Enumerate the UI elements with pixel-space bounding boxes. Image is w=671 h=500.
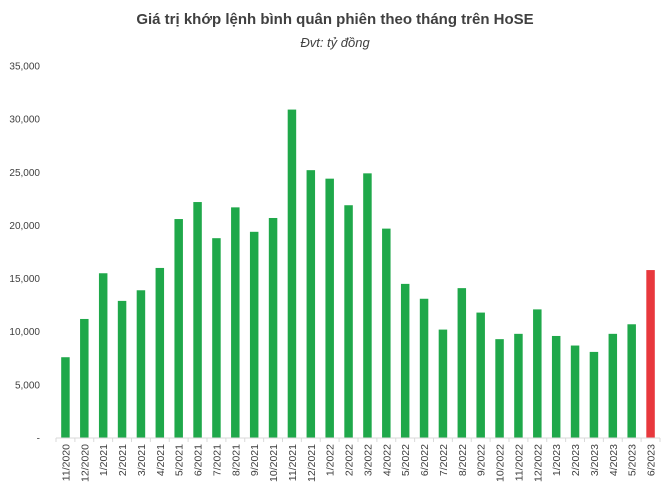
x-tick-label: 1/2021 [98, 444, 110, 476]
x-tick-label: 2/2023 [570, 444, 582, 476]
x-tick-label: 10/2022 [495, 444, 507, 482]
x-tick-label: 11/2021 [287, 444, 299, 481]
x-tick-label: 4/2022 [381, 444, 393, 476]
x-tick-label: 12/2021 [306, 444, 318, 482]
y-tick-label: 25,000 [9, 168, 40, 179]
chart-subtitle: Đvt: tỷ đồng [300, 35, 370, 50]
y-tick-label: - [37, 434, 40, 445]
bar [268, 217, 278, 438]
x-tick-label: 6/2021 [193, 444, 205, 476]
bar [117, 300, 127, 438]
bar [589, 351, 599, 438]
x-tick-label: 4/2021 [155, 444, 167, 476]
x-tick-label: 12/2022 [532, 444, 544, 482]
bar [646, 270, 655, 438]
y-tick-label: 35,000 [9, 62, 40, 73]
chart-title: Giá trị khớp lệnh bình quân phiên theo t… [136, 11, 533, 28]
bars [61, 109, 655, 439]
x-tick-label: 4/2023 [608, 444, 620, 476]
bar [438, 329, 448, 438]
x-tick-label: 8/2021 [230, 444, 242, 476]
bar [287, 109, 297, 438]
x-tick-label: 11/2022 [513, 444, 525, 481]
x-tick-label: 3/2022 [362, 444, 374, 476]
x-axis: 11/2020 12/2020 1/2021 2/2021 3/2021 4/2021 5/… [55, 438, 661, 482]
x-tick-label: 7/2022 [438, 444, 450, 476]
x-tick-label: 5/2022 [400, 444, 412, 476]
bar [608, 333, 618, 438]
bar [476, 312, 485, 438]
bar [212, 238, 221, 438]
bar [382, 228, 391, 438]
bar [193, 202, 202, 438]
y-tick-label: 10,000 [9, 327, 40, 338]
x-tick-label: 9/2021 [249, 444, 261, 476]
bar [363, 173, 372, 438]
x-tick-label: 6/2022 [419, 444, 431, 476]
bar [495, 339, 504, 438]
x-tick-label: 9/2022 [476, 444, 488, 476]
bar [344, 205, 353, 438]
bar [306, 170, 316, 438]
x-tick-label: 3/2021 [136, 444, 148, 476]
bar [325, 178, 334, 439]
x-tick-label: 1/2023 [551, 444, 563, 476]
x-tick-label: 5/2023 [627, 444, 639, 476]
bar [231, 207, 240, 438]
x-tick-label: 2/2022 [344, 444, 356, 476]
y-tick-label: 30,000 [9, 115, 40, 126]
bar [570, 345, 580, 438]
bar [514, 333, 523, 438]
bar [551, 335, 561, 438]
x-tick-label: 5/2021 [174, 444, 186, 476]
y-tick-label: 5,000 [15, 380, 40, 391]
bar [400, 283, 410, 438]
x-tick-label: 6/2023 [646, 444, 658, 476]
bar [533, 309, 542, 438]
bar [627, 324, 636, 438]
x-tick-label: 12/2020 [79, 444, 91, 482]
y-tick-label: 15,000 [9, 274, 40, 285]
bar [61, 357, 70, 438]
x-tick-label: 10/2021 [268, 444, 280, 482]
x-tick-label: 2/2021 [117, 444, 129, 476]
bar [98, 273, 108, 438]
bar [80, 318, 89, 438]
bar [419, 298, 429, 438]
y-axis: - 5,000 10,000 15,000 20,000 25,000 30,000 35,0… [9, 62, 40, 445]
bar [155, 267, 165, 438]
x-tick-label: 11/2020 [60, 444, 72, 481]
bar [249, 231, 259, 438]
y-tick-label: 20,000 [9, 221, 40, 232]
x-tick-label: 1/2022 [325, 444, 337, 476]
x-tick-label: 8/2022 [457, 444, 469, 476]
bar [457, 288, 467, 438]
bar [174, 219, 183, 438]
x-tick-label: 3/2023 [589, 444, 601, 476]
bar [136, 290, 146, 438]
x-tick-label: 7/2021 [211, 444, 223, 476]
